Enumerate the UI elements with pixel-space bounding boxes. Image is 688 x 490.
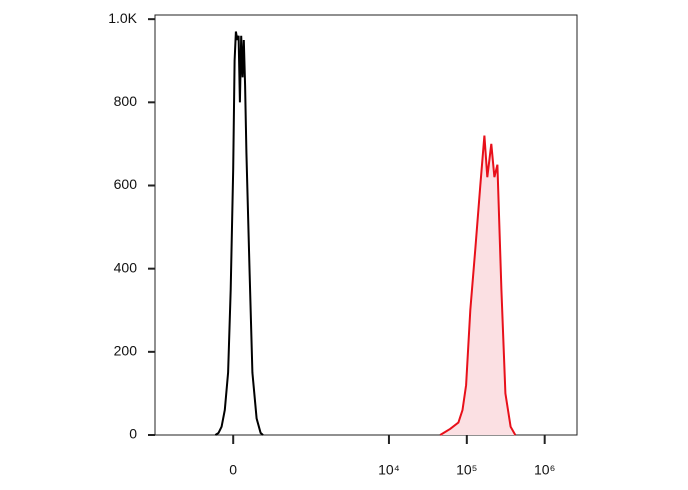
y-tick-label: 600	[114, 176, 138, 192]
x-tick-label: 10⁵	[456, 462, 477, 478]
plot-frame	[154, 14, 578, 436]
y-tick-label: 0	[129, 426, 137, 442]
histogram-line	[439, 135, 517, 436]
y-tick-label: 800	[114, 93, 138, 109]
x-tick-label: 10⁶	[534, 462, 555, 478]
histogram-area	[440, 135, 516, 435]
y-tick-label: 1.0K	[108, 10, 137, 26]
x-tick-label: 10⁴	[378, 462, 400, 478]
y-tick-label: 200	[114, 343, 138, 359]
histogram-line	[214, 31, 264, 436]
x-tick-label: 0	[229, 462, 237, 478]
y-tick-label: 400	[114, 259, 138, 275]
